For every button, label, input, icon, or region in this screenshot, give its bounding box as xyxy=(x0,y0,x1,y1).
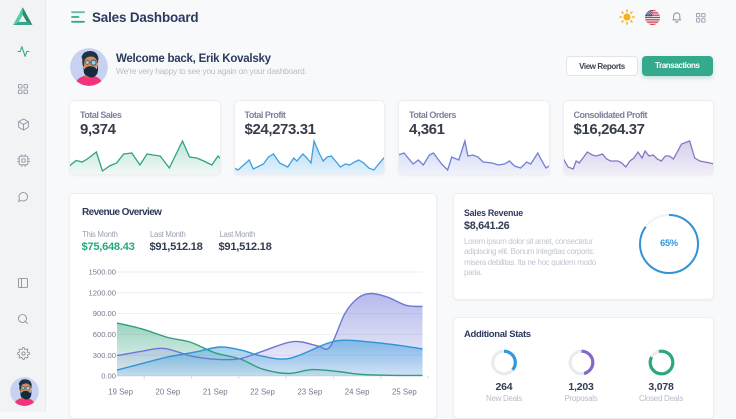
svg-text:0.00: 0.00 xyxy=(101,372,116,381)
svg-text:900.00: 900.00 xyxy=(93,309,116,318)
svg-text:21 Sep: 21 Sep xyxy=(203,388,228,397)
svg-text:300.00: 300.00 xyxy=(93,351,116,360)
svg-text:600.00: 600.00 xyxy=(93,330,116,339)
svg-text:1500.00: 1500.00 xyxy=(89,268,116,277)
svg-text:20 Sep: 20 Sep xyxy=(156,388,181,397)
svg-text:23 Sep: 23 Sep xyxy=(297,388,322,397)
svg-text:19 Sep: 19 Sep xyxy=(108,388,133,397)
svg-text:1200.00: 1200.00 xyxy=(89,288,116,297)
svg-text:25 Sep: 25 Sep xyxy=(392,388,417,397)
svg-text:24 Sep: 24 Sep xyxy=(345,388,370,397)
svg-text:22 Sep: 22 Sep xyxy=(250,388,275,397)
